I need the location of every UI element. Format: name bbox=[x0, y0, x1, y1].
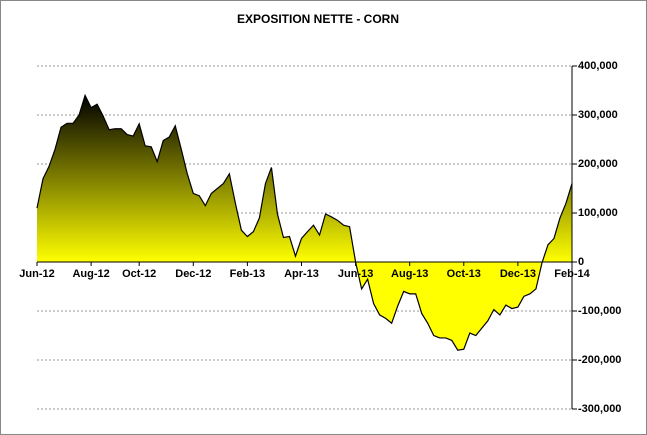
y-tick-label: -100,000 bbox=[578, 305, 621, 317]
x-tick-label: Jun-12 bbox=[19, 268, 54, 280]
y-tick-label: -200,000 bbox=[578, 354, 621, 366]
x-tick-label: Apr-13 bbox=[284, 268, 319, 280]
y-tick-label: -300,000 bbox=[578, 403, 621, 415]
y-tick-label: 400,000 bbox=[578, 60, 618, 72]
x-tick-label: Jun-13 bbox=[338, 268, 373, 280]
x-tick-label: Dec-12 bbox=[175, 268, 211, 280]
x-tick-label: Aug-13 bbox=[391, 268, 428, 280]
y-tick-label: 0 bbox=[578, 256, 584, 268]
y-tick-label: 100,000 bbox=[578, 207, 618, 219]
chart-title: EXPOSITION NETTE - CORN bbox=[237, 12, 399, 26]
x-tick-label: Aug-12 bbox=[72, 268, 109, 280]
x-tick-label: Feb-14 bbox=[554, 268, 590, 280]
x-tick-label: Oct-12 bbox=[122, 268, 156, 280]
area-line bbox=[36, 93, 573, 351]
x-tick-label: Oct-13 bbox=[447, 268, 481, 280]
x-tick-label: Dec-13 bbox=[500, 268, 536, 280]
y-tick-label: 200,000 bbox=[578, 158, 618, 170]
area bbox=[37, 95, 572, 351]
x-tick-label: Feb-13 bbox=[230, 268, 265, 280]
y-tick-label: 300,000 bbox=[578, 109, 618, 121]
